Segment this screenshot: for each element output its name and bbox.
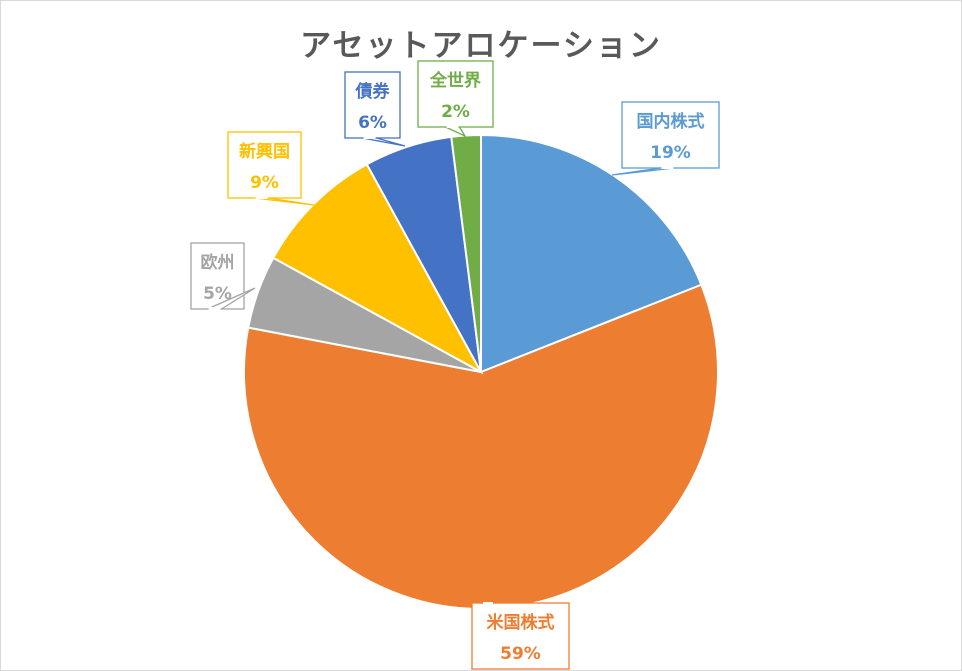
data-label-category: 全世界 <box>429 70 481 91</box>
data-label-value: 6% <box>358 113 387 133</box>
data-label-box <box>621 101 720 169</box>
data-label-category: 欧州 <box>201 252 235 273</box>
chart-title: アセットアロケーション <box>300 28 662 64</box>
data-label-1: 国内株式 19% <box>611 101 720 176</box>
data-label-6: 全世界 2% <box>417 60 494 138</box>
pie-slice-1 <box>480 133 703 374</box>
data-label-value: 5% <box>203 284 232 304</box>
data-label-value: 9% <box>250 173 279 193</box>
data-label-value: 2% <box>441 102 470 122</box>
data-label-category: 新興国 <box>239 141 290 162</box>
pie-slice-6 <box>450 133 482 373</box>
data-label-category: 国内株式 <box>637 111 705 132</box>
data-label-3: 欧州 5% <box>190 242 256 310</box>
data-label-box <box>471 602 570 670</box>
data-label-value: 59% <box>500 644 541 664</box>
data-label-pointer <box>362 137 406 147</box>
data-label-category: 債券 <box>355 81 391 102</box>
data-label-4: 新興国 9% <box>227 131 315 206</box>
data-label-category: 米国株式 <box>487 612 555 633</box>
data-label-2: 米国株式 59% <box>471 602 570 670</box>
data-label-5: 債券 6% <box>344 71 406 147</box>
data-label-pointer <box>254 197 315 206</box>
data-label-box <box>417 60 494 128</box>
data-label-pointer <box>611 167 675 176</box>
data-label-value: 19% <box>650 143 691 163</box>
data-label-pointer <box>445 126 467 138</box>
